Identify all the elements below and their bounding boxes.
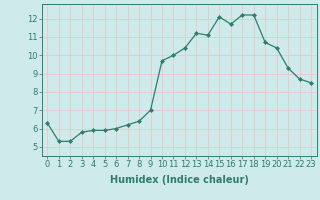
X-axis label: Humidex (Indice chaleur): Humidex (Indice chaleur) bbox=[110, 175, 249, 185]
